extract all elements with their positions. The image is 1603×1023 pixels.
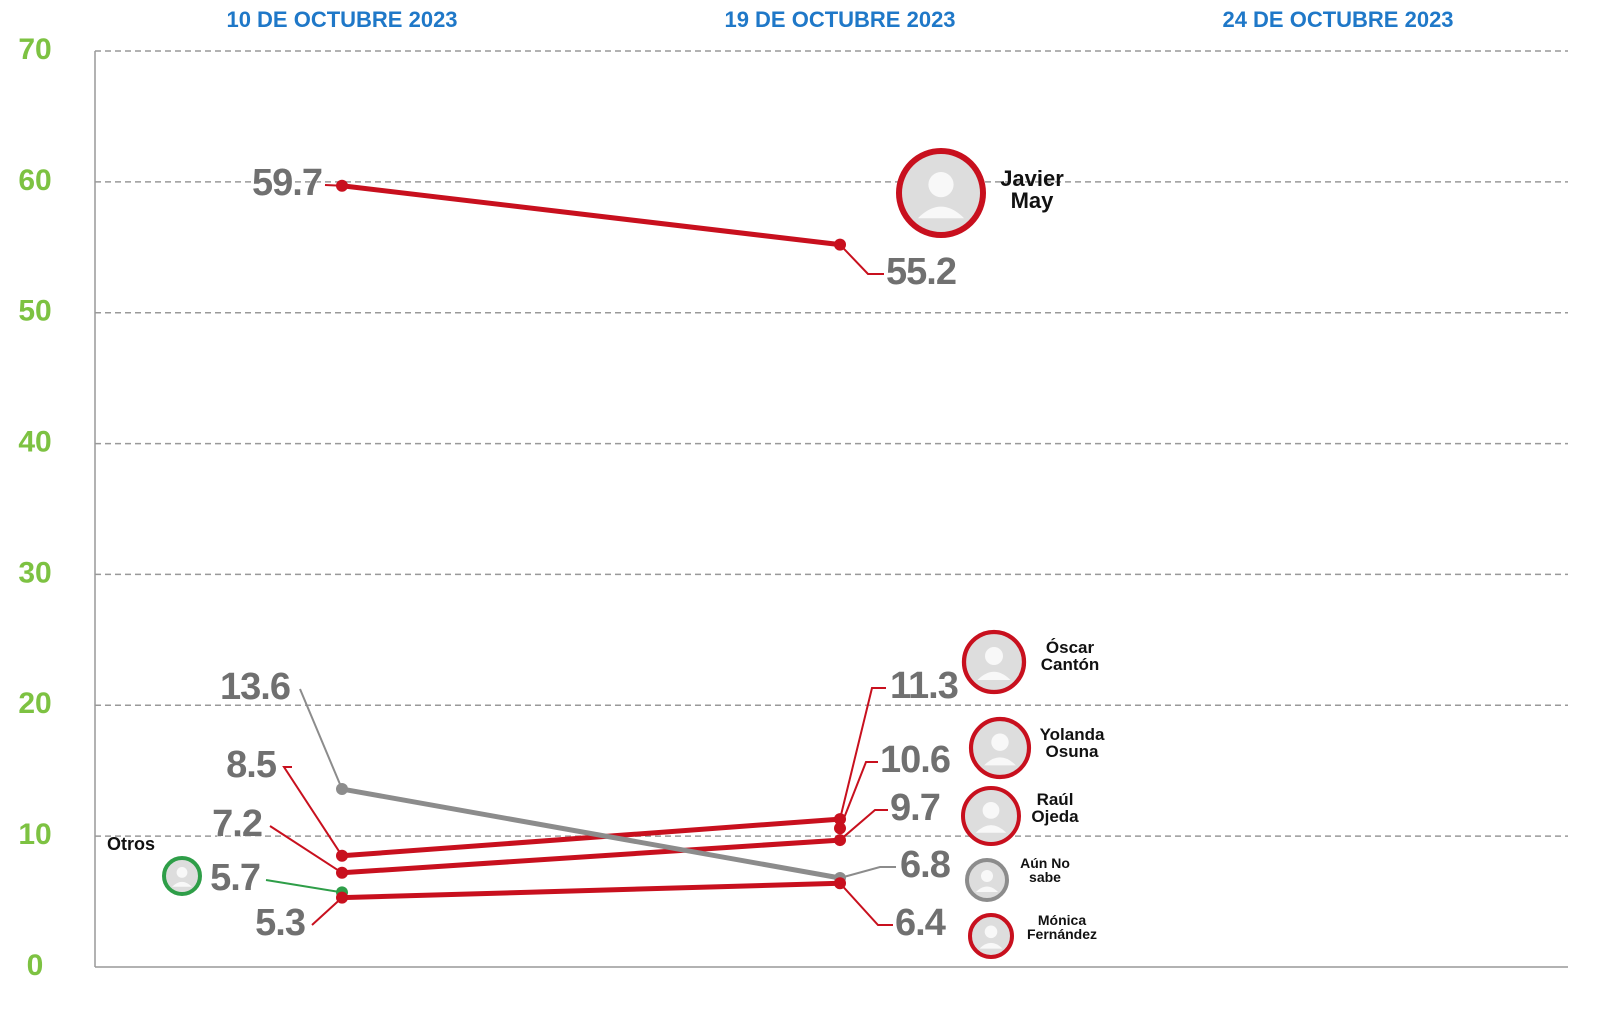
leader-line (284, 767, 342, 856)
data-label: 5.7 (210, 857, 260, 899)
data-point (336, 892, 348, 904)
y-tick-label: 20 (18, 687, 51, 720)
series-line (342, 819, 840, 856)
legend-label: Raúl Ojeda (1020, 791, 1090, 825)
legend-label: Yolanda Osuna (1030, 726, 1114, 760)
avatar-head (177, 867, 188, 878)
data-point (336, 180, 348, 192)
y-tick-label: 50 (18, 295, 51, 328)
data-label: 6.4 (895, 902, 946, 944)
data-label: 13.6 (220, 666, 290, 708)
avatar-head (928, 172, 953, 197)
data-label: 59.7 (252, 162, 322, 204)
data-label: 9.7 (890, 787, 940, 829)
leader-line (840, 883, 893, 925)
chart: 0 10 20 30 40 50 60 70 10 DE OCTUBRE 2023 19 DE O… (0, 0, 1603, 1023)
y-tick-label: 30 (18, 556, 51, 589)
data-label: 7.2 (212, 803, 262, 845)
legend-label: Aún No sabe (1010, 856, 1080, 884)
series-line (342, 789, 840, 878)
y-tick-label: 10 (18, 818, 51, 851)
data-point (834, 834, 846, 846)
data-point (336, 867, 348, 879)
data-point (834, 877, 846, 889)
x-tick-label: 19 DE OCTUBRE 2023 (724, 7, 955, 32)
y-tick-label: 0 (27, 949, 44, 982)
x-tick-label: 10 DE OCTUBRE 2023 (226, 7, 457, 32)
leader-line (270, 826, 342, 873)
legend-label: Mónica Fernández (1016, 913, 1108, 941)
chart-svg: 0 10 20 30 40 50 60 70 10 DE OCTUBRE 2023 19 DE O… (0, 0, 1603, 1023)
legend-label: Otros (96, 835, 166, 853)
data-label: 5.3 (255, 902, 305, 944)
x-tick-label: 24 DE OCTUBRE 2023 (1222, 7, 1453, 32)
y-tick-label: 70 (18, 33, 51, 66)
leader-line (266, 880, 342, 892)
avatar-head (985, 926, 998, 939)
data-point (834, 239, 846, 251)
avatar-head (981, 870, 993, 882)
data-label: 8.5 (226, 744, 277, 786)
leader-line (840, 867, 896, 878)
leader-line (312, 898, 342, 925)
avatar-head (991, 734, 1008, 751)
series-line (342, 883, 840, 897)
series-line (342, 186, 840, 245)
leader-line (840, 245, 884, 274)
y-tick-label: 60 (18, 164, 51, 197)
data-label: 6.8 (900, 844, 950, 886)
avatar-head (985, 647, 1003, 665)
y-tick-label: 40 (18, 425, 51, 458)
data-label: 10.6 (880, 739, 950, 781)
legend-label: Javier May (982, 168, 1082, 212)
series-line (342, 840, 840, 873)
legend-label: Óscar Cantón (1030, 639, 1110, 673)
leader-line (300, 689, 342, 789)
data-point (834, 822, 846, 834)
data-label: 55.2 (886, 251, 956, 293)
data-label: 11.3 (890, 665, 958, 707)
data-point (336, 783, 348, 795)
data-point (336, 850, 348, 862)
avatar-head (983, 802, 1000, 819)
